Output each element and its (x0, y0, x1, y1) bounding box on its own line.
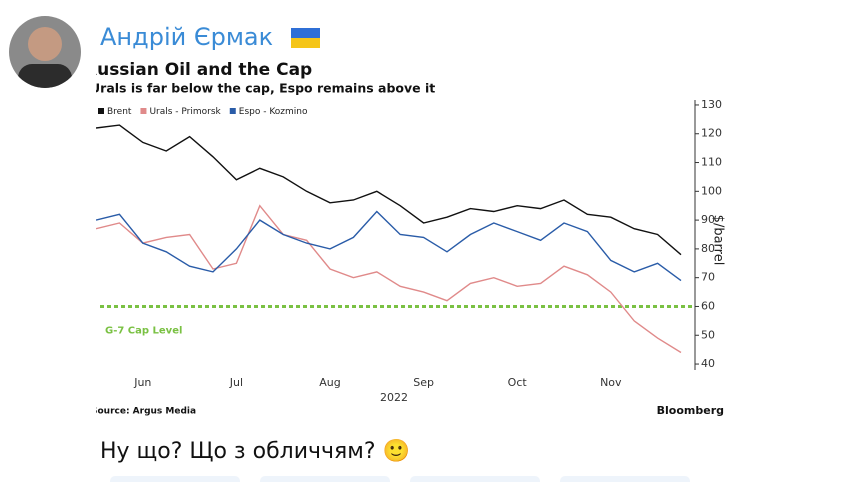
flag (291, 28, 320, 48)
y-tick-label: 120 (701, 127, 722, 140)
legend-swatch (98, 108, 104, 114)
x-tick-label: Jul (229, 376, 243, 389)
y-tick-label: 40 (701, 357, 715, 370)
avatar[interactable] (9, 16, 81, 94)
series-line (96, 204, 682, 354)
x-tick-label: Nov (600, 376, 622, 389)
legend-swatch (229, 108, 236, 114)
y-tick-label: 50 (701, 328, 715, 341)
reactions-bar (110, 476, 690, 482)
y-axis-label: $/barrel (711, 215, 726, 266)
y-tick-label: 110 (701, 156, 722, 169)
y-tick-label: 80 (701, 242, 715, 255)
brand: Bloomberg (657, 404, 724, 417)
legend-label: Urals - Primorsk (149, 107, 221, 117)
y-tick-label: 100 (701, 184, 722, 197)
x-tick-label: Sep (413, 376, 434, 389)
legend-swatch (140, 108, 147, 114)
y-tick-label: 60 (701, 299, 715, 312)
x-tick-label: Aug (319, 376, 340, 389)
chart-subtitle: Urals is far below the cap, Espo remains… (90, 81, 435, 96)
chart-image: Russian Oil and the Cap Urals is far bel… (84, 55, 744, 423)
message: Ну що? Що з обличчям? 🙂 (100, 438, 410, 464)
y-tick-label: 90 (701, 213, 715, 226)
legend-label: Espo - Kozmino (239, 107, 308, 117)
source: Source: Argus Media (91, 407, 196, 417)
x-axis-label: 2022 (380, 391, 408, 404)
author[interactable]: Андрій Єрмак (100, 23, 273, 51)
x-tick-label: Oct (508, 376, 528, 389)
annotation: G-7 Cap Level (105, 325, 182, 336)
y-tick-label: 70 (701, 271, 715, 284)
y-tick-label: 130 (701, 98, 722, 111)
series-line (96, 124, 682, 256)
series-line (96, 210, 682, 282)
x-tick-label: Jun (133, 376, 151, 389)
legend-label: Brent (107, 107, 132, 117)
chart-title: Russian Oil and the Cap (84, 60, 312, 80)
